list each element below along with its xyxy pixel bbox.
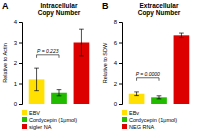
legend-swatch [22,124,27,129]
y-tick-mark [19,63,22,64]
legend: EBvCordycepin (1μmol)NEG RNA [122,110,177,130]
pvalue-bracket [137,78,159,81]
y-tick-mark [119,104,122,105]
y-tick: 8 [114,19,122,25]
error-bar [79,29,84,56]
title: IntracellularCopy Number [38,2,81,17]
y-axis: 0 1 2 3 4 [14,19,23,107]
y-tick-label: 6 [114,40,118,46]
legend-item: Cordycepin (1μmol) [22,117,77,123]
y-tick-label: 3 [14,40,18,46]
y-tick-mark [19,43,22,44]
legend-swatch [122,124,127,129]
y-tick-label: 2 [114,81,118,87]
marks [29,29,90,104]
legend-swatch [22,117,27,122]
plot-area: 0 1 2 3 4 Relative to Actin P = 0.223 [2,19,89,107]
legend-label: sigler NA [29,124,52,130]
legend-label: NEG RNA [129,124,154,130]
y-tick-label: 0 [14,101,18,107]
pvalue-label: P = 0.0000 [136,71,160,77]
y-tick: 3 [14,40,22,46]
marks [129,33,190,104]
panel-label: B [102,1,109,11]
chart-svg: 0 1 2 3 4 Relative to Actin P = 0.223 Intracell… [0,0,200,138]
legend-item: EBV [22,110,40,116]
y-tick-mark [119,22,122,23]
y-tick-label: 2 [14,60,18,66]
y-tick-label: 4 [14,19,18,25]
y-tick: 2 [14,60,22,66]
legend-swatch [22,110,27,115]
error-bar [179,33,184,38]
y-axis-title: Relative to SDW [102,42,108,83]
legend-label: Cordycepin (1μmol) [29,117,77,123]
y-tick-label: 8 [114,19,118,25]
plot-area: 0 2 4 6 8 Relative to SDW P = 0.0000 [102,19,189,107]
chart-container: 0 1 2 3 4 Relative to Actin P = 0.223 Intracell… [0,0,200,138]
legend: EBVCordycepin (1μmol)sigler NA [22,110,77,130]
y-tick: 1 [14,81,22,87]
panel: 0 2 4 6 8 Relative to SDW P = 0.0000 Extracellu… [102,1,189,130]
y-axis-title: Relative to Actin [2,43,8,82]
error-bar [57,90,62,96]
legend-label: Cordycepin (1μmol) [129,117,177,123]
legend-item: EBv [122,110,139,116]
panel-label: A [2,1,9,11]
legend-swatch [122,110,127,115]
y-tick-label: 1 [14,81,18,87]
error-bar [157,96,162,99]
legend-item: sigler NA [22,124,52,130]
y-tick-mark [19,104,22,105]
y-tick-mark [19,22,22,23]
title-line: Intracellular [41,2,78,9]
legend-item: NEG RNA [122,124,154,130]
title: ExtracellularCopy Number [138,2,181,17]
y-tick: 4 [14,19,22,25]
y-tick: 0 [14,101,22,107]
y-tick-mark [19,84,22,85]
y-tick-mark [119,43,122,44]
y-tick: 0 [114,101,122,107]
y-axis-line [19,23,23,105]
legend-swatch [122,117,127,122]
error-bar [134,92,139,96]
y-tick-label: 0 [114,101,118,107]
pvalue-bracket [37,55,59,58]
panel: 0 1 2 3 4 Relative to Actin P = 0.223 Intracell… [2,1,89,130]
error-bar [34,68,39,91]
y-tick-mark [119,84,122,85]
legend-item: Cordycepin (1μmol) [122,117,177,123]
legend-label: EBV [29,110,40,116]
pvalue-label: P = 0.223 [37,48,59,54]
y-axis-line [119,23,123,105]
bar [174,35,190,104]
y-axis: 0 2 4 6 8 [114,19,123,107]
y-tick: 2 [114,81,122,87]
title-line: Copy Number [38,9,81,17]
y-tick: 6 [114,40,122,46]
title-line: Copy Number [138,9,181,17]
legend-label: EBv [129,110,139,116]
y-tick: 4 [114,60,122,66]
y-tick-label: 4 [114,60,118,66]
title-line: Extracellular [139,2,178,9]
y-tick-mark [119,63,122,64]
